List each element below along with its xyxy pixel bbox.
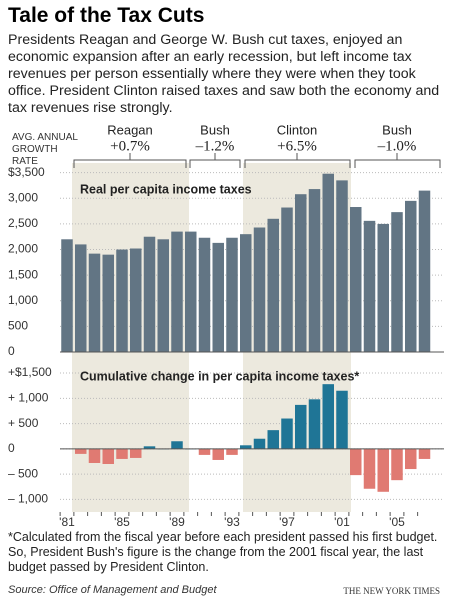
- x-tick-label: '81: [59, 515, 75, 529]
- growth-rate: –1.0%: [377, 138, 417, 154]
- x-tick-label: '93: [224, 515, 240, 529]
- bar: [198, 448, 211, 455]
- bar: [295, 194, 307, 352]
- bar: [308, 189, 321, 352]
- bar: [102, 448, 114, 464]
- bar: [240, 445, 252, 449]
- bar: [405, 200, 417, 352]
- bar: [295, 404, 307, 449]
- bar: [350, 448, 362, 476]
- x-tick-label: '89: [169, 515, 185, 529]
- bar: [322, 173, 334, 352]
- bar: [171, 441, 183, 449]
- credit: THE NEW YORK TIMES: [343, 586, 440, 596]
- growth-rate: +6.5%: [277, 138, 317, 154]
- growth-rate: –1.2%: [195, 138, 235, 154]
- bar: [116, 249, 128, 352]
- bar: [61, 239, 73, 352]
- bar: [418, 448, 431, 459]
- x-tick-label: '97: [279, 515, 295, 529]
- bar: [75, 448, 87, 454]
- bar: [130, 248, 142, 352]
- x-tick-label: '05: [389, 515, 405, 529]
- growth-label: AVG. ANNUAL GROWTH RATE: [12, 132, 78, 167]
- bar: [363, 220, 376, 352]
- president-name: Clinton: [277, 122, 317, 137]
- bar: [157, 239, 169, 352]
- bar: [198, 237, 211, 352]
- bar: [88, 448, 101, 463]
- x-tick-label: '01: [334, 515, 350, 529]
- bar: [212, 448, 224, 460]
- bar: [88, 253, 101, 352]
- bracket: [189, 153, 241, 168]
- bar: [226, 448, 238, 455]
- y-tick-label: 2,000: [8, 242, 38, 256]
- y-tick-label: 3,000: [8, 190, 38, 204]
- bar: [350, 207, 362, 352]
- bar: [102, 254, 114, 352]
- bar: [363, 448, 376, 489]
- y-tick-label: 1,500: [8, 267, 38, 281]
- bar: [418, 190, 431, 352]
- president-name: Reagan: [107, 122, 153, 137]
- y-tick-label: – 500: [8, 466, 38, 480]
- bar: [253, 227, 266, 352]
- bar: [405, 448, 417, 470]
- bar: [130, 448, 142, 458]
- bracket: [354, 153, 441, 168]
- bar: [212, 242, 224, 352]
- chart-title: Real per capita income taxes: [80, 182, 252, 196]
- bar: [267, 218, 279, 352]
- president-name: Bush: [382, 122, 412, 137]
- y-tick-label: + 1,000: [8, 390, 49, 404]
- bar: [226, 237, 238, 352]
- bar: [116, 448, 128, 459]
- y-tick-label: 1,000: [8, 293, 38, 307]
- bracket: [244, 153, 351, 168]
- footnote: *Calculated from the fiscal year before …: [8, 530, 438, 574]
- bar: [171, 231, 183, 352]
- y-tick-label: 2,500: [8, 216, 38, 230]
- x-tick-label: '85: [114, 515, 130, 529]
- bar: [377, 223, 389, 352]
- bar: [75, 244, 87, 352]
- y-tick-label: +$1,500: [8, 365, 52, 379]
- bar: [377, 448, 389, 492]
- bar: [391, 448, 403, 481]
- bar: [253, 438, 266, 449]
- page-title: Tale of the Tax Cuts: [8, 4, 205, 27]
- bar: [336, 180, 348, 352]
- y-tick-label: $3,500: [8, 165, 45, 179]
- bar: [391, 212, 403, 352]
- bar: [240, 234, 252, 352]
- bar: [267, 430, 279, 449]
- y-tick-label: – 1,000: [8, 492, 48, 506]
- bar: [336, 390, 348, 449]
- bracket: [73, 153, 187, 168]
- bar: [308, 399, 321, 449]
- bar: [322, 384, 334, 449]
- growth-rate: +0.7%: [110, 138, 150, 154]
- y-tick-label: 500: [8, 319, 28, 333]
- bar: [281, 418, 293, 449]
- y-tick-label: + 500: [8, 416, 39, 430]
- president-name: Bush: [200, 122, 230, 137]
- bar: [185, 231, 197, 352]
- bar: [143, 236, 156, 352]
- chart-title: Cumulative change in per capita income t…: [80, 369, 359, 383]
- intro: Presidents Reagan and George W. Bush cut…: [8, 32, 440, 116]
- y-tick-label: 0: [8, 344, 15, 358]
- brackets: [73, 153, 441, 168]
- y-tick-label: 0: [8, 441, 15, 455]
- source: Source: Office of Management and Budget: [8, 584, 217, 596]
- bar: [281, 207, 293, 352]
- bar: [143, 446, 156, 449]
